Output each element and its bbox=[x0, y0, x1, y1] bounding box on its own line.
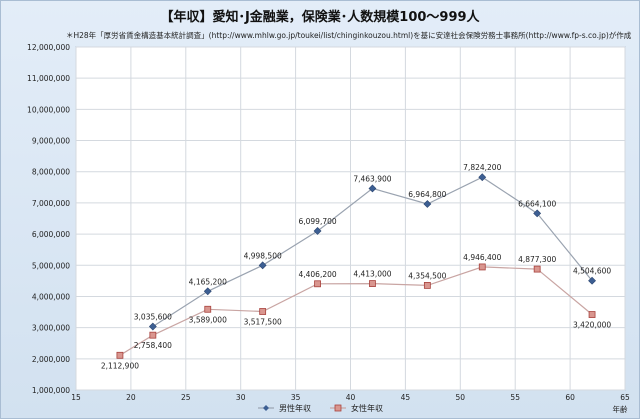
female-point bbox=[259, 308, 267, 315]
x-tick-label: 35 bbox=[291, 393, 301, 402]
series-line bbox=[119, 266, 593, 356]
y-tick-label: 1,000,000 bbox=[32, 386, 70, 395]
x-axis-label: 年齢 bbox=[613, 404, 628, 414]
female-point bbox=[149, 331, 157, 339]
chart-subtitle: ＊H28年「厚労省賃金構造基本統計調査」(http://www.mhlw.go.… bbox=[66, 31, 632, 40]
chart-title: 【年収】愛知･J金融業，保険業･人数規模100～999人 bbox=[160, 10, 480, 25]
female-data-label: 2,112,900 bbox=[101, 361, 139, 370]
female-data-label: 4,413,000 bbox=[353, 270, 391, 279]
male-point bbox=[313, 227, 322, 235]
female-data-label: 3,420,000 bbox=[573, 321, 611, 330]
male-data-label: 7,824,200 bbox=[463, 163, 501, 172]
female-data-label: 4,946,400 bbox=[463, 253, 501, 262]
x-tick-label: 20 bbox=[126, 393, 136, 402]
x-tick-label: 40 bbox=[346, 393, 356, 402]
male-data-label: 4,165,200 bbox=[189, 277, 227, 286]
x-tick-label: 45 bbox=[401, 393, 411, 402]
male-data-label: 4,504,600 bbox=[573, 267, 611, 276]
male-point bbox=[148, 322, 157, 331]
male-point bbox=[478, 173, 487, 182]
male-data-label: 4,998,500 bbox=[244, 251, 282, 260]
x-tick-label: 65 bbox=[620, 393, 630, 402]
male-point bbox=[203, 287, 212, 296]
y-tick-label: 5,000,000 bbox=[32, 261, 70, 270]
x-tick-label: 30 bbox=[236, 393, 246, 402]
male-data-label: 6,099,700 bbox=[298, 217, 336, 226]
y-tick-label: 2,000,000 bbox=[32, 355, 70, 364]
male-point bbox=[368, 184, 377, 193]
y-tick-label: 7,000,000 bbox=[32, 199, 70, 208]
y-tick-label: 9,000,000 bbox=[32, 137, 70, 146]
female-point bbox=[314, 280, 321, 288]
x-tick-label: 60 bbox=[565, 393, 575, 402]
y-tick-label: 6,000,000 bbox=[32, 230, 70, 239]
x-tick-label: 50 bbox=[456, 393, 466, 402]
female-point bbox=[478, 263, 486, 271]
female-data-label: 4,877,300 bbox=[518, 255, 556, 264]
y-tick-label: 8,000,000 bbox=[32, 168, 70, 177]
female-point bbox=[204, 305, 212, 313]
female-point bbox=[533, 265, 541, 273]
male-point bbox=[588, 276, 596, 285]
male-data-label: 6,664,100 bbox=[518, 199, 556, 208]
legend-male-marker bbox=[263, 405, 269, 411]
female-point bbox=[116, 351, 124, 359]
female-point bbox=[588, 311, 596, 318]
y-tick-label: 11,000,000 bbox=[27, 74, 70, 83]
female-data-label: 3,517,500 bbox=[244, 317, 282, 326]
male-point bbox=[533, 209, 542, 218]
female-data-label: 2,758,400 bbox=[134, 341, 172, 350]
y-tick-label: 10,000,000 bbox=[27, 105, 70, 114]
female-point bbox=[423, 282, 431, 289]
legend-female-label: 女性年収 bbox=[351, 403, 383, 413]
y-tick-label: 3,000,000 bbox=[32, 324, 70, 333]
x-tick-label: 55 bbox=[510, 393, 520, 402]
legend-female-marker bbox=[334, 404, 342, 412]
x-tick-label: 15 bbox=[71, 393, 81, 402]
male-data-label: 3,035,600 bbox=[134, 313, 172, 322]
y-tick-label: 12,000,000 bbox=[27, 43, 70, 52]
female-point bbox=[369, 280, 376, 287]
legend-male-label: 男性年収 bbox=[279, 403, 311, 413]
male-data-label: 6,964,800 bbox=[408, 190, 446, 199]
male-point bbox=[423, 200, 432, 208]
x-tick-label: 25 bbox=[181, 393, 191, 402]
y-tick-label: 4,000,000 bbox=[32, 292, 70, 301]
female-data-label: 4,406,200 bbox=[298, 270, 336, 279]
female-data-label: 3,589,000 bbox=[189, 315, 227, 324]
male-point bbox=[258, 261, 267, 270]
male-data-label: 7,463,900 bbox=[353, 174, 391, 183]
female-data-label: 4,354,500 bbox=[408, 271, 446, 280]
